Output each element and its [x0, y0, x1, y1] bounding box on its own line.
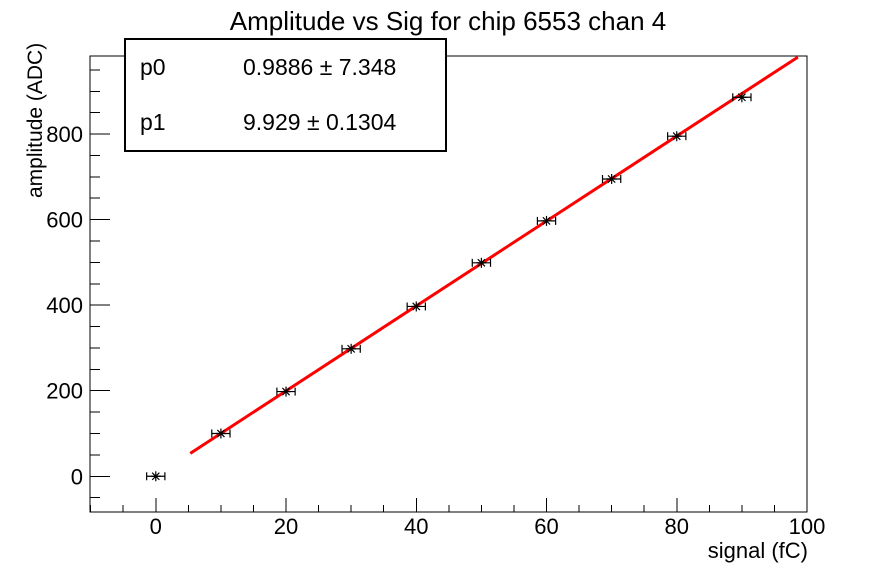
data-point — [211, 428, 231, 439]
y-tick-label: 800 — [46, 122, 83, 147]
fit-param-value: 0.9886 ± 7.348 — [243, 54, 397, 80]
stats-row-p1: p1 9.929 ± 0.1304 — [126, 95, 445, 150]
y-tick-label: 400 — [46, 293, 83, 318]
data-point — [471, 257, 492, 268]
data-point — [667, 131, 687, 142]
fit-param-name: p1 — [140, 109, 166, 135]
stats-row-p0: p0 0.9886 ± 7.348 — [126, 40, 445, 95]
x-tick-label: 20 — [274, 514, 298, 539]
x-axis-title: signal (fC) — [707, 538, 808, 563]
fit-stats-box: p0 0.9886 ± 7.348 p1 9.929 ± 0.1304 — [124, 38, 447, 152]
x-axis: 0 20 40 60 80 100 — [90, 498, 826, 539]
data-point — [341, 343, 361, 354]
fit-line — [189, 55, 799, 455]
data-point — [536, 215, 557, 226]
data-point — [146, 471, 166, 482]
x-tick-label: 0 — [150, 514, 162, 539]
data-point — [406, 301, 426, 312]
data-point — [732, 92, 752, 103]
y-tick-label: 0 — [71, 464, 83, 489]
data-point — [601, 173, 622, 184]
data-point — [276, 386, 296, 397]
chart-title: Amplitude vs Sig for chip 6553 chan 4 — [229, 6, 667, 36]
y-tick-label: 200 — [46, 379, 83, 404]
y-axis: 0 200 400 600 800 — [46, 69, 110, 499]
y-axis-title: amplitude (ADC) — [24, 42, 47, 198]
x-tick-label: 60 — [534, 514, 558, 539]
y-tick-label: 600 — [46, 208, 83, 233]
x-tick-label: 80 — [665, 514, 689, 539]
x-tick-label: 100 — [789, 514, 826, 539]
data-points — [146, 92, 752, 482]
fit-param-value: 9.929 ± 0.1304 — [243, 109, 397, 135]
fit-param-name: p0 — [140, 54, 166, 80]
x-tick-label: 40 — [404, 514, 428, 539]
